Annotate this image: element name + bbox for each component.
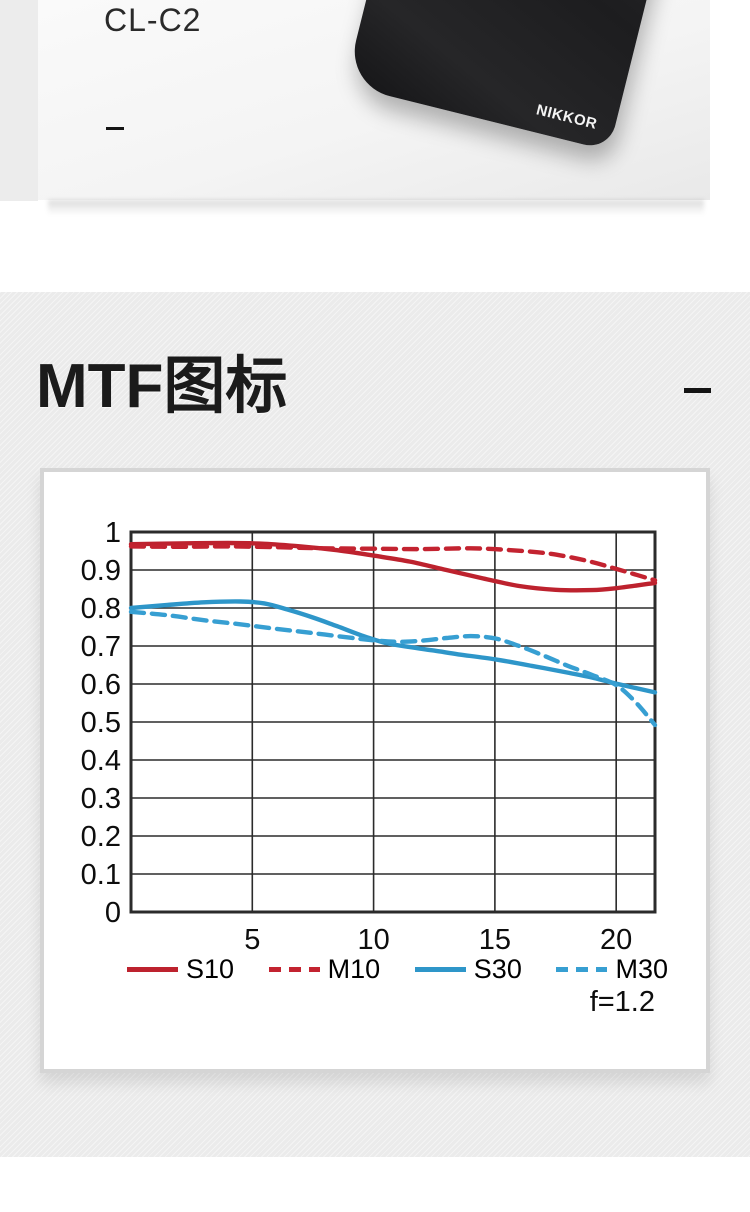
legend-swatch-s30 — [414, 966, 466, 972]
mtf-chart-card: 0 0.1 0.2 0.3 0.4 0.5 0.6 0.7 0.8 0.9 1 5 10 15 20 S10… — [40, 468, 710, 1073]
svg-text:0.8: 0.8 — [81, 593, 121, 625]
legend-swatch-m30 — [556, 966, 608, 972]
legend-item-m30: M30 — [556, 953, 668, 984]
lens-case-image: NIKKOR — [345, 0, 687, 151]
svg-text:0.7: 0.7 — [81, 631, 121, 663]
svg-text:0: 0 — [105, 897, 121, 929]
mtf-chart: 00.10.20.30.40.50.60.70.80.915 10 15 20 — [81, 517, 658, 956]
svg-text:0.1: 0.1 — [81, 859, 121, 891]
product-title: CL-C2 — [104, 2, 202, 38]
svg-text:10: 10 — [357, 924, 389, 956]
dash-marker — [106, 127, 124, 130]
legend-item-m10: M10 — [268, 953, 381, 984]
legend-swatch-m10 — [268, 966, 320, 972]
svg-text:0.9: 0.9 — [81, 555, 121, 587]
lens-case-highlight — [345, 0, 687, 151]
svg-text:0.6: 0.6 — [81, 669, 121, 701]
product-card: CL-C2 NIKKOR — [38, 0, 710, 200]
svg-text:0.2: 0.2 — [81, 821, 121, 853]
chart-legend: S10 M10 S30 M30 — [127, 953, 668, 985]
legend-item-s30: S30 — [414, 953, 522, 984]
section-title: MTF图标 — [36, 352, 288, 421]
aperture-label: f=1.2 — [589, 986, 655, 1018]
svg-text:5: 5 — [244, 924, 260, 956]
page-gutter — [0, 0, 38, 201]
product-section: CL-C2 NIKKOR — [0, 0, 750, 230]
card-shadow — [48, 200, 704, 215]
legend-label-s30: S30 — [473, 953, 522, 984]
svg-text:1: 1 — [105, 517, 121, 549]
legend-swatch-s10 — [127, 966, 178, 972]
svg-text:15: 15 — [479, 924, 511, 956]
svg-text:0.5: 0.5 — [81, 707, 121, 739]
svg-text:20: 20 — [600, 924, 632, 956]
svg-text:0.3: 0.3 — [81, 783, 121, 815]
mtf-section: MTF图标 0 0.1 0.2 0.3 0.4 0.5 0.6 0.7 0.8 0.9 1 5 10 15… — [0, 292, 750, 1157]
legend-label-m10: M10 — [327, 953, 381, 984]
svg-text:0.4: 0.4 — [81, 745, 121, 777]
collapse-minus-icon[interactable] — [684, 388, 711, 393]
legend-label-s10: S10 — [186, 953, 235, 984]
legend-label-m30: M30 — [615, 953, 668, 984]
legend-item-s10: S10 — [127, 953, 235, 984]
